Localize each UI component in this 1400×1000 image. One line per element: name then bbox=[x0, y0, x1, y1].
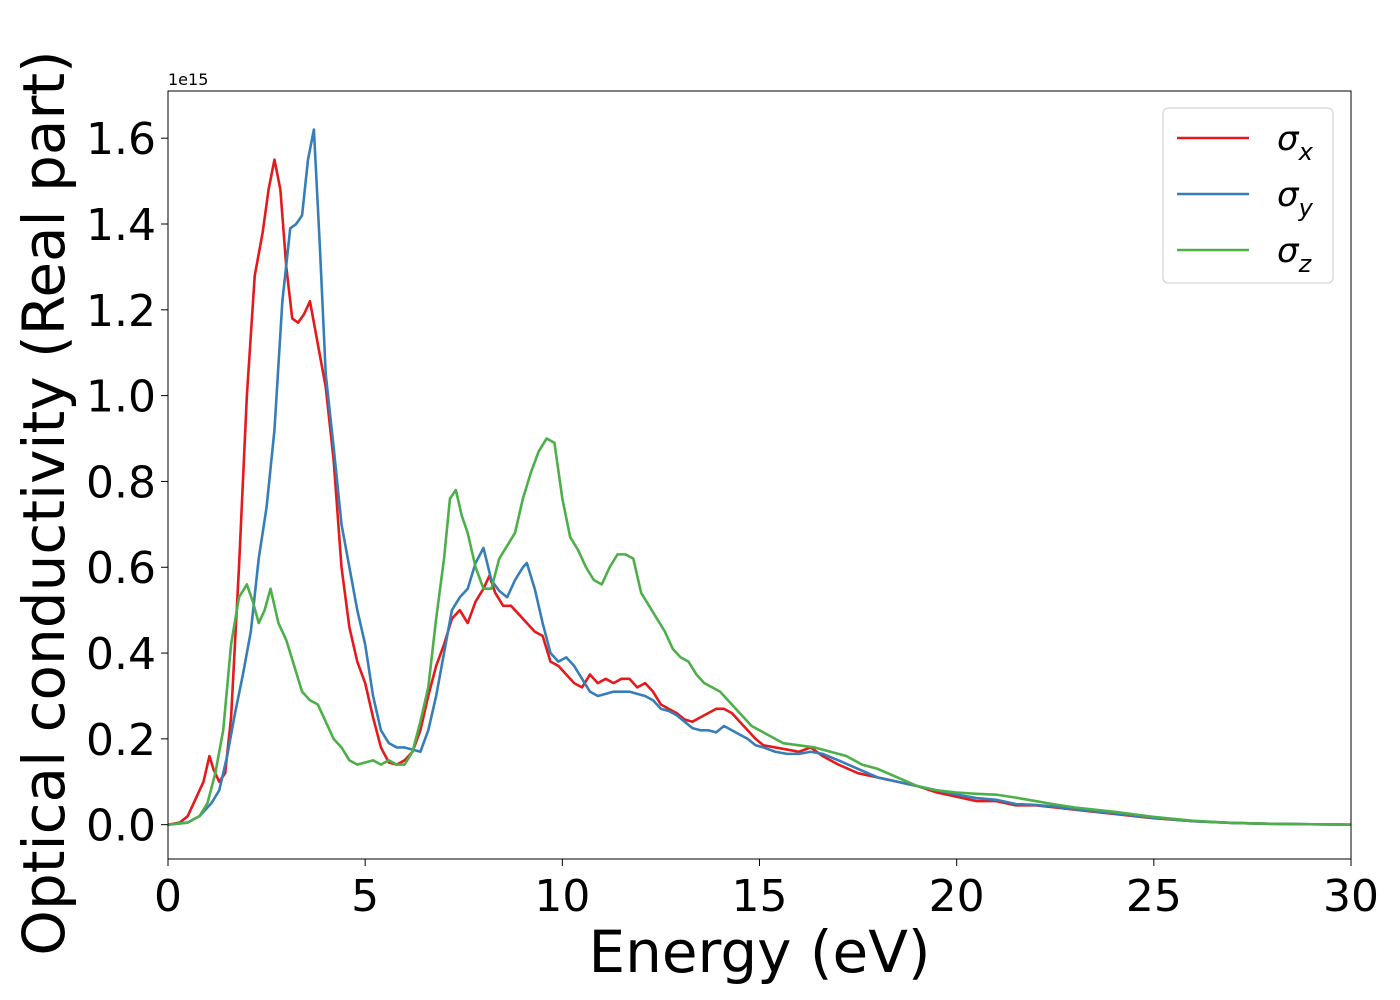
legend: σx σy σz bbox=[1162, 107, 1334, 284]
series-line-z bbox=[168, 437, 1351, 826]
y-axis: 0.0 0.2 0.4 0.6 0.8 1.0 1.2 1.4 1.6 bbox=[86, 114, 168, 852]
legend-entry-y: σy bbox=[1277, 175, 1314, 222]
y-tick-label: 0.2 bbox=[86, 715, 156, 766]
x-tick-label: 5 bbox=[351, 871, 379, 922]
x-tick-label: 20 bbox=[929, 871, 985, 922]
series-line-x bbox=[168, 158, 1351, 826]
legend-entry-x: σx bbox=[1277, 119, 1314, 166]
y-tick-label: 0.6 bbox=[86, 543, 156, 594]
x-tick-label: 25 bbox=[1126, 871, 1182, 922]
x-tick-label: 0 bbox=[154, 871, 182, 922]
series-layer bbox=[168, 128, 1351, 826]
y-offset-label: 1e15 bbox=[168, 70, 208, 89]
y-tick-label: 0.0 bbox=[86, 801, 156, 852]
x-axis: 0 5 10 15 20 25 30 bbox=[154, 859, 1379, 922]
y-tick-label: 1.4 bbox=[86, 200, 156, 251]
x-tick-label: 30 bbox=[1323, 871, 1379, 922]
x-axis-title: Energy (eV) bbox=[588, 918, 930, 986]
y-tick-label: 0.8 bbox=[86, 457, 156, 508]
legend-entry-z: σz bbox=[1277, 231, 1313, 278]
y-tick-label: 1.2 bbox=[86, 286, 156, 337]
y-tick-label: 1.0 bbox=[86, 372, 156, 423]
series-line-y bbox=[168, 128, 1351, 826]
y-axis-title: Optical conductivity (Real part) bbox=[10, 50, 78, 955]
y-tick-label: 1.6 bbox=[86, 114, 156, 165]
y-tick-label: 0.4 bbox=[86, 629, 156, 680]
legend-frame bbox=[1162, 107, 1334, 284]
x-tick-label: 15 bbox=[732, 871, 788, 922]
x-tick-label: 10 bbox=[534, 871, 590, 922]
